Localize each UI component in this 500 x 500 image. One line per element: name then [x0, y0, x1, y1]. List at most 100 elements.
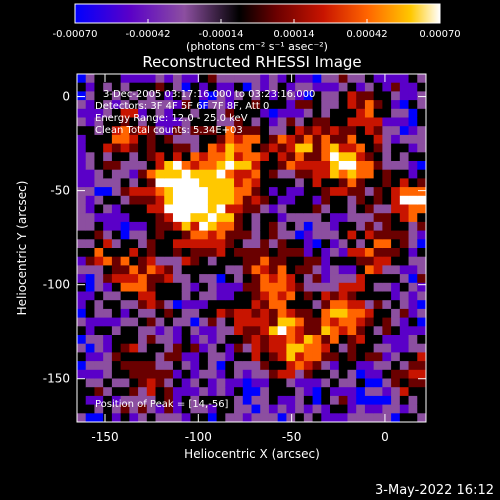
heatmap-cell: [172, 108, 183, 118]
heatmap-cell: [268, 117, 279, 127]
heatmap-cell: [417, 204, 426, 214]
heatmap-cell: [373, 143, 383, 153]
heatmap-cell: [234, 413, 244, 422]
heatmap-cell: [399, 187, 409, 197]
heatmap-cell: [286, 395, 296, 405]
heatmap-cell: [120, 74, 130, 84]
heatmap-cell: [129, 195, 139, 205]
heatmap-cell: [129, 117, 139, 127]
heatmap-cell: [382, 387, 392, 397]
heatmap-cell: [277, 221, 287, 231]
heatmap-cell: [408, 82, 418, 92]
heatmap-cell: [399, 248, 409, 258]
heatmap-cell: [338, 187, 348, 197]
heatmap-cell: [277, 413, 287, 422]
heatmap-cell: [268, 395, 279, 405]
heatmap-cell: [181, 91, 191, 101]
heatmap-cell: [111, 317, 122, 327]
heatmap-cell: [207, 74, 218, 84]
heatmap-cell: [207, 274, 218, 284]
heatmap-cell: [391, 308, 401, 318]
heatmap-cell: [356, 74, 366, 84]
heatmap-cell: [399, 213, 409, 223]
heatmap-cell: [234, 369, 244, 379]
heatmap-cell: [330, 300, 340, 310]
heatmap-cell: [312, 308, 322, 318]
heatmap-cell: [94, 282, 104, 292]
heatmap-cell: [138, 126, 148, 136]
heatmap-cell: [260, 82, 270, 92]
heatmap-cell: [199, 108, 209, 118]
heatmap-cell: [277, 326, 287, 336]
heatmap-cell: [277, 126, 287, 136]
heatmap-cell: [103, 134, 113, 144]
heatmap-cell: [85, 178, 95, 188]
heatmap-cell: [268, 335, 279, 345]
heatmap-cell: [260, 143, 270, 153]
heatmap-cell: [417, 82, 426, 92]
heatmap-cell: [138, 369, 148, 379]
heatmap-cell: [260, 265, 270, 275]
x-tick-label: -50: [282, 430, 302, 444]
heatmap-cell: [399, 343, 409, 353]
heatmap-cell: [164, 404, 174, 414]
heatmap-cell: [234, 282, 244, 292]
heatmap-cell: [225, 134, 235, 144]
heatmap-cell: [330, 343, 340, 353]
heatmap-cell: [225, 143, 235, 153]
heatmap-cell: [268, 221, 279, 231]
heatmap-cell: [286, 100, 296, 110]
heatmap-cell: [417, 187, 426, 197]
heatmap-cell: [286, 117, 296, 127]
heatmap-cell: [103, 221, 113, 231]
heatmap-cell: [225, 230, 235, 240]
heatmap-cell: [312, 213, 322, 223]
heatmap-cell: [251, 335, 261, 345]
heatmap-cell: [129, 413, 139, 422]
heatmap-cell: [364, 369, 375, 379]
heatmap-cell: [399, 152, 409, 162]
heatmap-cell: [207, 126, 218, 136]
heatmap-cell: [120, 108, 130, 118]
heatmap-cell: [120, 395, 130, 405]
heatmap-cell: [268, 143, 279, 153]
heatmap-cell: [391, 274, 401, 284]
heatmap-cell: [190, 143, 200, 153]
heatmap-cell: [303, 256, 313, 266]
heatmap-cell: [94, 326, 104, 336]
heatmap-cell: [103, 161, 113, 171]
heatmap-cell: [225, 265, 235, 275]
heatmap-cell: [330, 256, 340, 266]
heatmap-cell: [164, 248, 174, 258]
heatmap-cell: [242, 256, 252, 266]
heatmap-cell: [77, 143, 87, 153]
heatmap-cell: [120, 126, 130, 136]
heatmap-cell: [85, 387, 95, 397]
heatmap-cell: [146, 74, 156, 84]
heatmap-cell: [286, 230, 296, 240]
heatmap-cell: [391, 108, 401, 118]
heatmap-cell: [94, 100, 104, 110]
heatmap-cell: [303, 204, 313, 214]
heatmap-cell: [417, 134, 426, 144]
heatmap-cell: [225, 282, 235, 292]
heatmap-cell: [120, 204, 130, 214]
heatmap-cell: [199, 282, 209, 292]
heatmap-cell: [172, 256, 183, 266]
heatmap-cell: [303, 248, 313, 258]
heatmap-cell: [382, 74, 392, 84]
heatmap-cell: [295, 82, 305, 92]
heatmap-cell: [312, 413, 322, 422]
heatmap-cell: [382, 126, 392, 136]
y-tick-label: 0: [62, 90, 70, 104]
heatmap-cell: [77, 108, 87, 118]
heatmap-cell: [146, 213, 156, 223]
heatmap-cell: [138, 221, 148, 231]
heatmap-cell: [382, 230, 392, 240]
heatmap-cell: [330, 326, 340, 336]
heatmap-cell: [268, 413, 279, 422]
heatmap-cell: [129, 265, 139, 275]
heatmap-cell: [94, 161, 104, 171]
heatmap-cell: [77, 117, 87, 127]
heatmap-cell: [260, 248, 270, 258]
